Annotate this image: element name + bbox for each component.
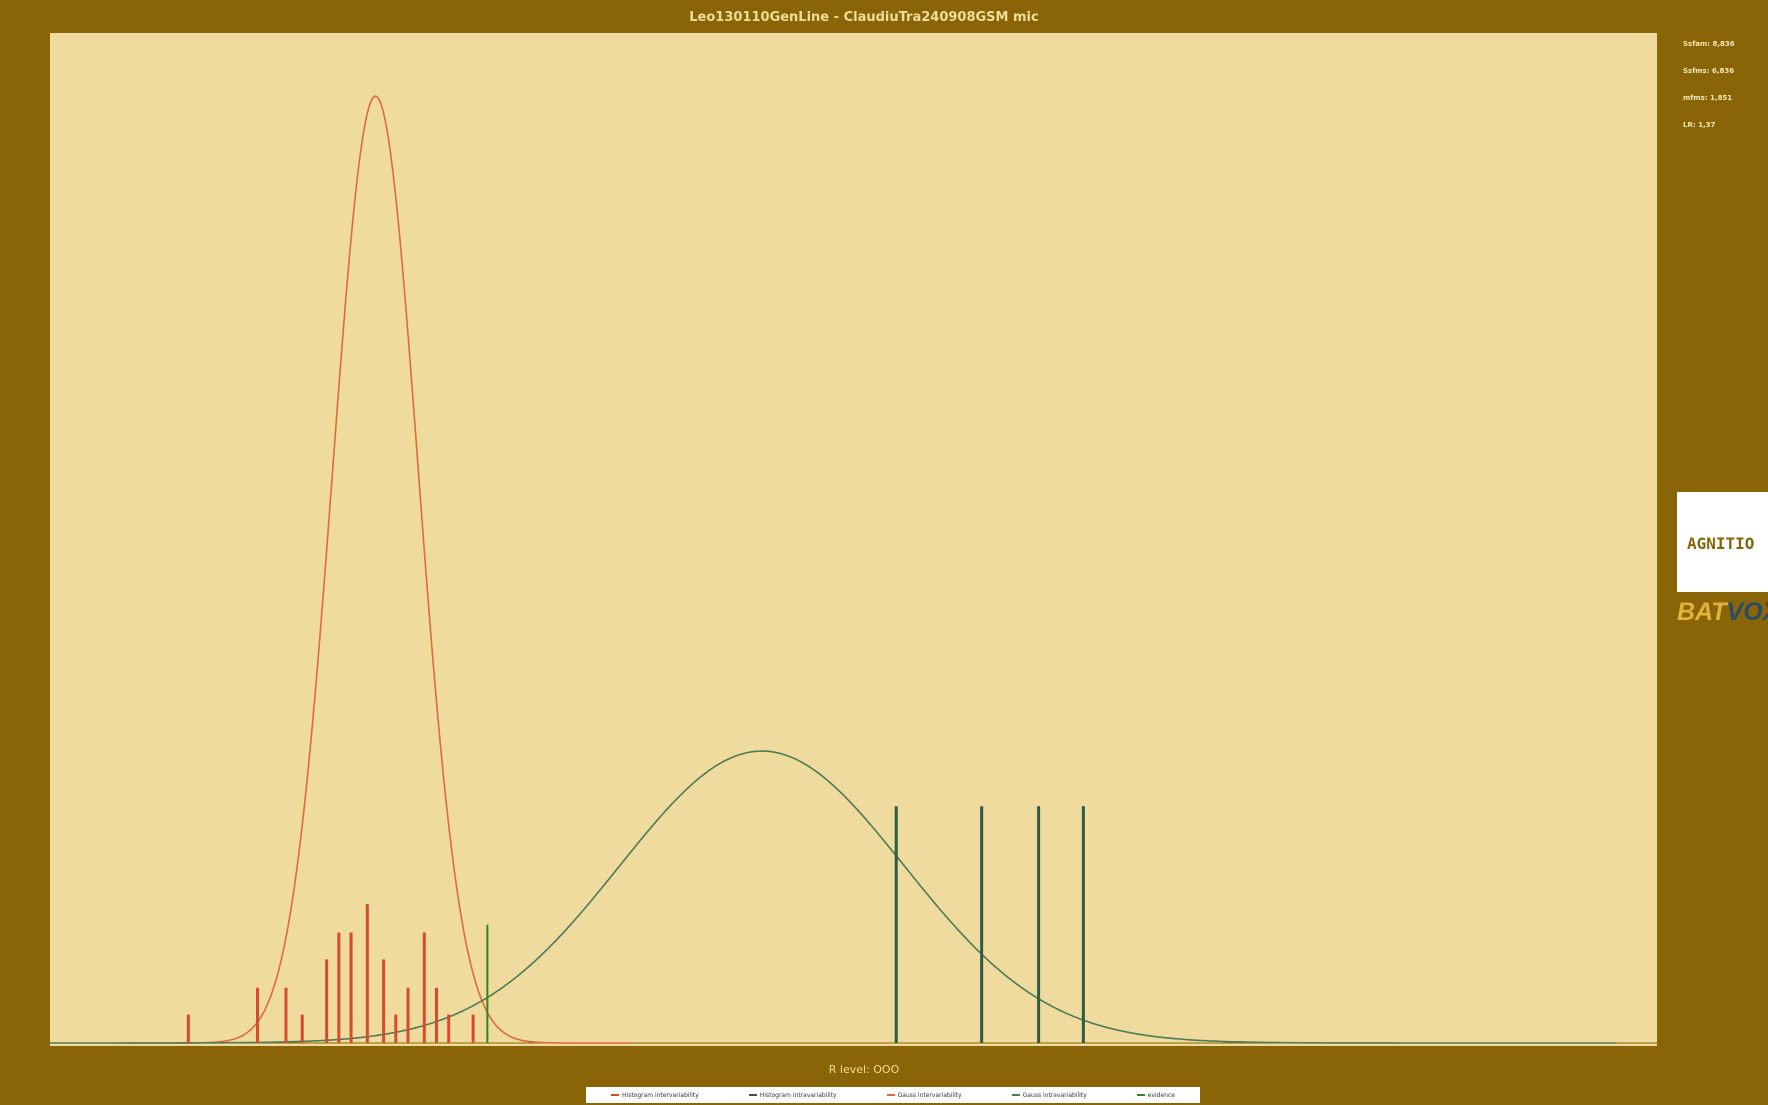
- legend-swatch: [886, 1094, 895, 1096]
- legend-item: Histogram intravariability: [748, 1091, 837, 1099]
- gauss-intervariability-curve: [119, 95, 632, 1044]
- legend-swatch: [1136, 1094, 1145, 1096]
- stat-line: Ssfam: 8,836: [1683, 40, 1735, 48]
- legend-item: Gauss intervariability: [886, 1091, 962, 1099]
- batvox-logo: BATVOX: [1677, 598, 1768, 627]
- agnitio-logo-text: AGNITIO: [1687, 534, 1755, 553]
- legend-label: Histogram intravariability: [759, 1091, 837, 1099]
- stat-line: mfms: 1,851: [1683, 94, 1733, 102]
- plot-area: 0.000.020.040.060.080.100.120.140.160.18…: [50, 33, 1657, 1046]
- chart-canvas: 0.000.020.040.060.080.100.120.140.160.18…: [50, 95, 1657, 1044]
- chart-title: Leo130110GenLine - ClaudiuTra240908GSM m…: [689, 10, 1039, 25]
- stats-panel: Ssfam: 8,836 Ssfms: 6,836 mfms: 1,851 LR…: [1683, 22, 1735, 139]
- agnitio-logo: AGNITIO: [1677, 492, 1768, 592]
- x-axis-label: R level: OOO: [828, 1063, 900, 1076]
- legend-item: Histogram intervariability: [611, 1092, 699, 1099]
- legend-label: Histogram intervariability: [622, 1091, 699, 1099]
- legend-label: evidence: [1147, 1091, 1175, 1099]
- stat-line: Ssfms: 6,836: [1683, 67, 1735, 75]
- legend-swatch: [748, 1094, 757, 1096]
- legend-swatch: [1011, 1094, 1020, 1096]
- gauss-intravariability-curve: [50, 750, 1617, 1044]
- legend-item: evidence: [1136, 1091, 1175, 1099]
- legend-label: Gauss intravariability: [1022, 1091, 1087, 1099]
- legend-swatch: [611, 1094, 620, 1096]
- batvox-logo-bat: BAT: [1677, 598, 1727, 626]
- stat-line: LR: 1,37: [1683, 121, 1716, 129]
- batvox-logo-vox: VOX: [1726, 598, 1768, 626]
- legend-item: Gauss intravariability: [1011, 1091, 1087, 1099]
- legend: Histogram intervariability Histogram int…: [586, 1087, 1200, 1103]
- legend-label: Gauss intervariability: [897, 1091, 962, 1099]
